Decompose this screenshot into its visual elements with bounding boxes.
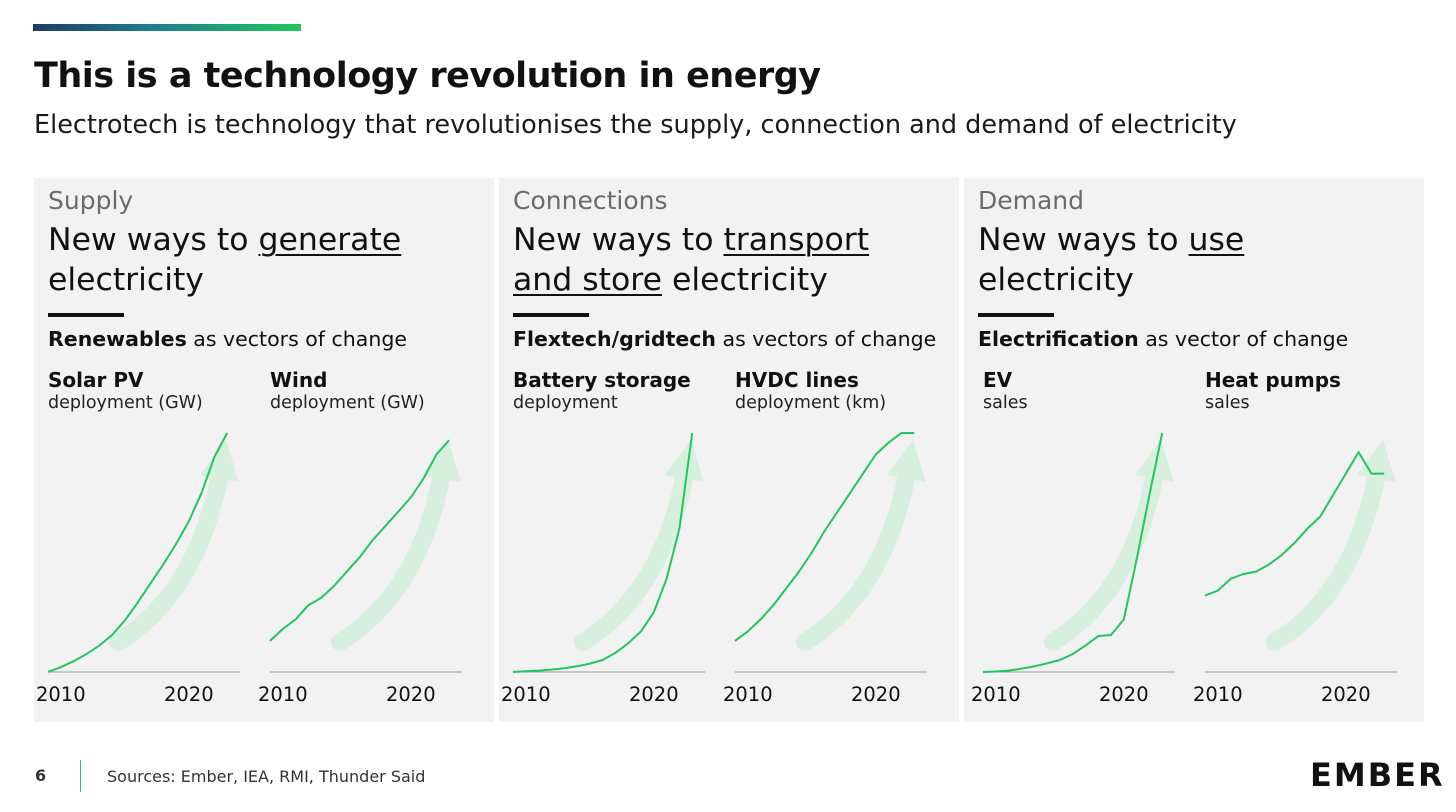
panel-heading: New ways to transport and store electric… (513, 220, 869, 300)
chart-label-heatpumps: Heat pumps sales (1205, 368, 1341, 414)
tick-label: 2020 (629, 683, 679, 706)
heading-text: New ways to (513, 222, 724, 258)
chart-title: Solar PV (48, 368, 144, 392)
heading-text: electricity (48, 262, 204, 298)
panel-heading: New ways to generate electricity (48, 220, 401, 300)
tick-label: 2020 (386, 683, 436, 706)
tick-label: 2010 (723, 683, 773, 706)
chart-title: Battery storage (513, 368, 691, 392)
panel-category: Connections (513, 186, 668, 215)
growth-arrow (331, 439, 461, 651)
growth-arrow (796, 439, 926, 651)
chart-title: Heat pumps (1205, 368, 1341, 392)
vector-line: Flextech/gridtech as vectors of change (513, 327, 936, 351)
panel-rule (513, 313, 589, 317)
tick-label: 2010 (501, 683, 551, 706)
series-line (734, 432, 915, 642)
ember-logo: EMBER (1310, 756, 1445, 794)
vector-bold: Electrification (978, 327, 1139, 351)
series-line (512, 432, 694, 673)
tick-label: 2010 (36, 683, 86, 706)
vector-bold: Renewables (48, 327, 187, 351)
chart-subtitle: sales (1205, 393, 1250, 413)
heading-text: electricity (661, 262, 828, 298)
page-subtitle: Electrotech is technology that revolutio… (34, 110, 1237, 140)
tick-label: 2010 (1193, 683, 1243, 706)
vector-line: Electrification as vector of change (978, 327, 1348, 351)
tick-label: 2010 (971, 683, 1021, 706)
tick-label: 2020 (164, 683, 214, 706)
chart-title: HVDC lines (735, 368, 859, 392)
heading-text: electricity (978, 262, 1134, 298)
chart-title: EV (983, 368, 1013, 392)
sources-text: Sources: Ember, IEA, RMI, Thunder Said (107, 767, 426, 786)
growth-arrow (574, 439, 704, 651)
chart-subtitle: deployment (513, 393, 618, 413)
panel-rule (48, 313, 124, 317)
panel-category: Demand (978, 186, 1085, 215)
series-line (269, 439, 450, 642)
connections-panel: Connections New ways to transport and st… (499, 178, 959, 722)
panel-heading: New ways to use electricity (978, 220, 1244, 300)
chart-label-wind: Wind deployment (GW) (270, 368, 425, 414)
heading-text: New ways to (48, 222, 259, 258)
series-line (982, 432, 1164, 673)
chart-label-hvdc: HVDC lines deployment (km) (735, 368, 886, 414)
heading-emphasis: generate (258, 222, 402, 258)
tick-label: 2010 (258, 683, 308, 706)
chart-label-battery: Battery storage deployment (513, 368, 691, 414)
chart-label-solar: Solar PV deployment (GW) (48, 368, 203, 414)
heading-text: New ways to (978, 222, 1189, 258)
footer-divider (80, 760, 81, 792)
heading-emphasis: and store (513, 262, 662, 298)
accent-bar (33, 24, 301, 31)
page-title: This is a technology revolution in energ… (34, 56, 821, 96)
vector-bold: Flextech/gridtech (513, 327, 717, 351)
growth-arrow (109, 439, 239, 651)
chart-subtitle: deployment (GW) (48, 393, 203, 413)
chart-title: Wind (270, 368, 328, 392)
vector-rest: as vectors of change (186, 327, 407, 351)
growth-arrow (1266, 439, 1396, 651)
chart-subtitle: deployment (GW) (270, 393, 425, 413)
series-line (47, 432, 229, 673)
tick-label: 2020 (1099, 683, 1149, 706)
heading-emphasis: transport (723, 222, 870, 258)
vector-line: Renewables as vectors of change (48, 327, 407, 351)
tick-label: 2020 (851, 683, 901, 706)
vector-rest: as vectors of change (716, 327, 937, 351)
tick-label: 2020 (1321, 683, 1371, 706)
heading-emphasis: use (1188, 222, 1245, 258)
chart-subtitle: deployment (km) (735, 393, 887, 413)
panel-rule (978, 313, 1054, 317)
demand-panel: Demand New ways to use electricity Elect… (964, 178, 1424, 722)
supply-panel: Supply New ways to generate electricity … (34, 178, 494, 722)
vector-rest: as vector of change (1138, 327, 1349, 351)
growth-arrow (1044, 439, 1174, 651)
chart-subtitle: sales (983, 393, 1028, 413)
chart-label-ev: EV sales (983, 368, 1028, 414)
page-number: 6 (35, 766, 47, 785)
panel-category: Supply (48, 186, 134, 215)
series-line (1204, 451, 1385, 597)
